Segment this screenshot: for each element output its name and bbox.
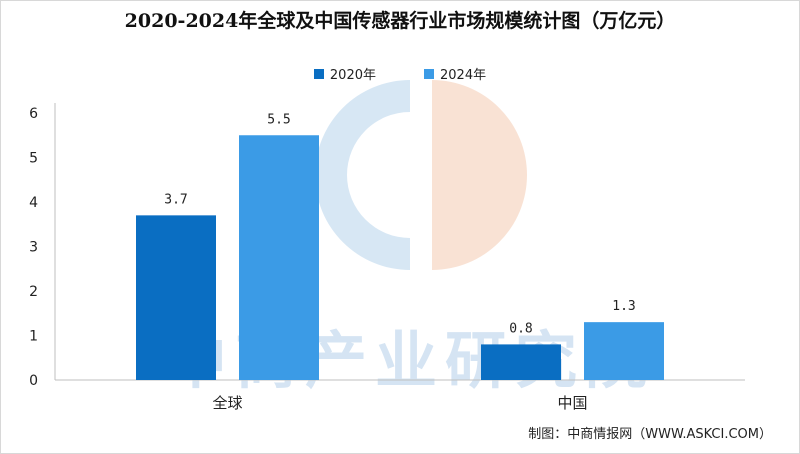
y-tick-label: 5	[29, 151, 38, 167]
chart-title: 2020-2024年全球及中国传感器行业市场规模统计图（万亿元）	[124, 10, 676, 32]
bar	[239, 135, 319, 380]
data-label: 5.5	[267, 112, 290, 127]
watermark-logo-arc	[315, 80, 410, 270]
legend-swatch-2024	[424, 68, 434, 79]
legend: 2020年 2024年	[0, 64, 800, 83]
data-label: 0.8	[509, 321, 532, 336]
data-label: 1.3	[612, 299, 635, 314]
legend-swatch-2020	[313, 68, 324, 79]
bar	[481, 344, 561, 380]
y-tick-label: 3	[29, 240, 38, 256]
source-note: 制图：中商情报网（WWW.ASKCI.COM）	[528, 427, 772, 442]
legend-label-2024: 2024年	[440, 68, 487, 83]
bar	[584, 322, 664, 380]
x-tick-label: 全球	[212, 394, 242, 412]
x-tick-label: 中国	[557, 394, 587, 412]
y-tick-label: 6	[29, 106, 38, 122]
watermark-text: 中商产业研究院	[165, 324, 655, 397]
data-label: 3.7	[164, 192, 187, 207]
y-tick-label: 1	[29, 329, 38, 345]
watermark-logo-half	[432, 80, 527, 270]
y-tick-label: 0	[29, 373, 38, 389]
y-tick-label: 4	[29, 195, 38, 211]
legend-item-2024: 2024年	[424, 64, 486, 83]
y-tick-label: 2	[29, 284, 38, 300]
legend-item-2020: 2020年	[313, 64, 376, 83]
legend-label-2020: 2020年	[329, 68, 376, 83]
bar	[136, 215, 216, 380]
